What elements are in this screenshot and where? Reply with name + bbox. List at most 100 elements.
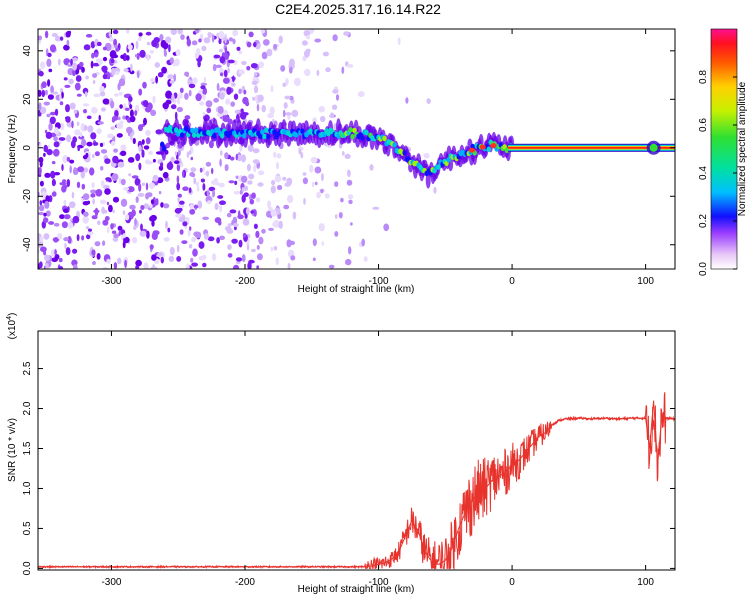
spectrogram-cell	[189, 203, 194, 210]
spectrogram-cell	[66, 179, 71, 187]
spectrogram-cell	[101, 65, 108, 73]
spectrogram-cell	[230, 101, 236, 107]
spectrogram-cell	[135, 259, 142, 267]
spectrogram-cell	[40, 61, 46, 70]
spectrogram-cell	[238, 69, 245, 75]
spectrogram-cell	[338, 212, 343, 219]
spectrogram-cell	[96, 128, 102, 135]
spectrogram-cell	[102, 46, 107, 51]
spectrogram-cell	[132, 137, 136, 145]
spectrogram-cell	[227, 244, 232, 250]
spectrogram-cell	[212, 64, 217, 72]
spectrogram-cell	[213, 54, 221, 59]
spectrogram-cell	[200, 178, 205, 183]
ridge-cell	[184, 125, 189, 132]
spectrogram-cell	[248, 31, 254, 38]
spectrogram-cell	[68, 78, 74, 85]
spectrogram-cell	[205, 170, 210, 177]
spectrogram-cell	[253, 85, 259, 94]
colorbar-axis: 0.0 0.2 0.4 0.6 0.8	[698, 70, 737, 276]
spectrogram-cell	[347, 194, 354, 200]
spectrogram-cell	[114, 110, 119, 118]
spectrogram-cell	[256, 253, 263, 261]
spectrogram-cell	[85, 34, 93, 38]
spectrogram-cell	[103, 209, 108, 214]
spectrogram-cell	[96, 253, 101, 260]
ridge-cell	[212, 133, 217, 139]
spectrogram-cell	[202, 90, 206, 95]
spectrogram-cell	[104, 158, 111, 165]
spectrogram-cell	[152, 95, 156, 104]
spectrogram-cell	[45, 195, 50, 203]
spectrogram-cell	[255, 230, 260, 238]
spectrogram-cell	[256, 103, 260, 112]
spectrogram-cell	[92, 73, 98, 78]
ridge-hotspot	[469, 147, 476, 153]
spectrogram-cell	[405, 97, 409, 104]
spectrogram-cell	[100, 149, 108, 154]
spectrogram-cell	[260, 29, 266, 34]
spectrogram-cell	[321, 241, 324, 246]
spec-xtick-label: 100	[637, 276, 654, 287]
spectrogram-cell	[128, 96, 133, 102]
spectrogram-cell	[282, 176, 287, 181]
spectrogram-cell	[102, 98, 110, 105]
spectrogram-cell	[219, 200, 226, 205]
spectrogram-cell	[200, 82, 207, 86]
spectrogram-cell	[61, 185, 67, 193]
spectrogram-cell	[167, 227, 171, 233]
spectrogram-cell	[113, 148, 118, 153]
spectrogram-cell	[151, 254, 157, 261]
spectrogram-cell	[258, 61, 265, 68]
spectrogram-cell	[143, 100, 149, 108]
spectrogram-cell	[65, 104, 70, 113]
spectrogram-cell	[226, 228, 234, 234]
spectrogram-cell	[53, 172, 61, 176]
spectrogram-cell	[119, 104, 123, 109]
spectrogram-cell	[160, 202, 164, 208]
spectrogram-cell	[301, 40, 308, 46]
spectrogram-cell	[53, 238, 58, 243]
spectrogram-cell	[51, 178, 56, 187]
spectrogram-cell	[82, 193, 90, 201]
spectrogram-cell	[90, 132, 97, 140]
spectrogram-cell	[174, 151, 178, 156]
spectrogram-cell	[54, 35, 62, 42]
spectrogram-cell	[270, 85, 274, 93]
spectrogram-cell	[198, 241, 205, 249]
spectrogram-cell	[202, 94, 206, 101]
spectrogram-cell	[240, 108, 244, 113]
spectrogram-cell	[320, 173, 324, 182]
spectrogram-cell	[39, 160, 43, 168]
spectrogram-cell	[77, 166, 85, 173]
snr-plot-area	[38, 392, 675, 570]
spectrogram-cell	[149, 244, 154, 250]
colorbar-tick-label: 0.0	[698, 262, 709, 276]
spectrogram-cell	[67, 236, 72, 244]
ridge-cell	[190, 127, 195, 134]
spectrogram-cell	[87, 125, 94, 133]
spectrogram-cell	[97, 220, 101, 226]
spectrogram-cell	[348, 199, 353, 205]
spectrogram-cell	[189, 226, 192, 231]
spectrogram-cell	[348, 246, 352, 255]
spectrogram-cell	[59, 101, 64, 106]
spectrogram-cell	[64, 242, 67, 249]
spectrogram-cell	[149, 204, 153, 208]
spectrogram-cell	[163, 50, 167, 57]
spectrogram-cell	[72, 62, 78, 71]
spectrogram-cell	[150, 199, 155, 205]
spectrogram-cell	[110, 223, 114, 230]
spectrogram-cell	[80, 170, 86, 179]
spectrogram-cell	[193, 205, 199, 209]
spectrogram-cell	[118, 91, 123, 96]
spectrogram-cell	[341, 66, 345, 74]
spectrogram-cell	[196, 185, 200, 192]
spectrogram-cell	[175, 49, 181, 57]
spectrogram-cell	[191, 236, 197, 243]
spectrogram-cell	[124, 259, 127, 269]
snr-ytick-label: 1.5	[22, 441, 33, 455]
spectrogram-cell	[137, 37, 142, 42]
spectrogram-cell	[278, 35, 283, 44]
spectrogram-cell	[314, 181, 318, 186]
